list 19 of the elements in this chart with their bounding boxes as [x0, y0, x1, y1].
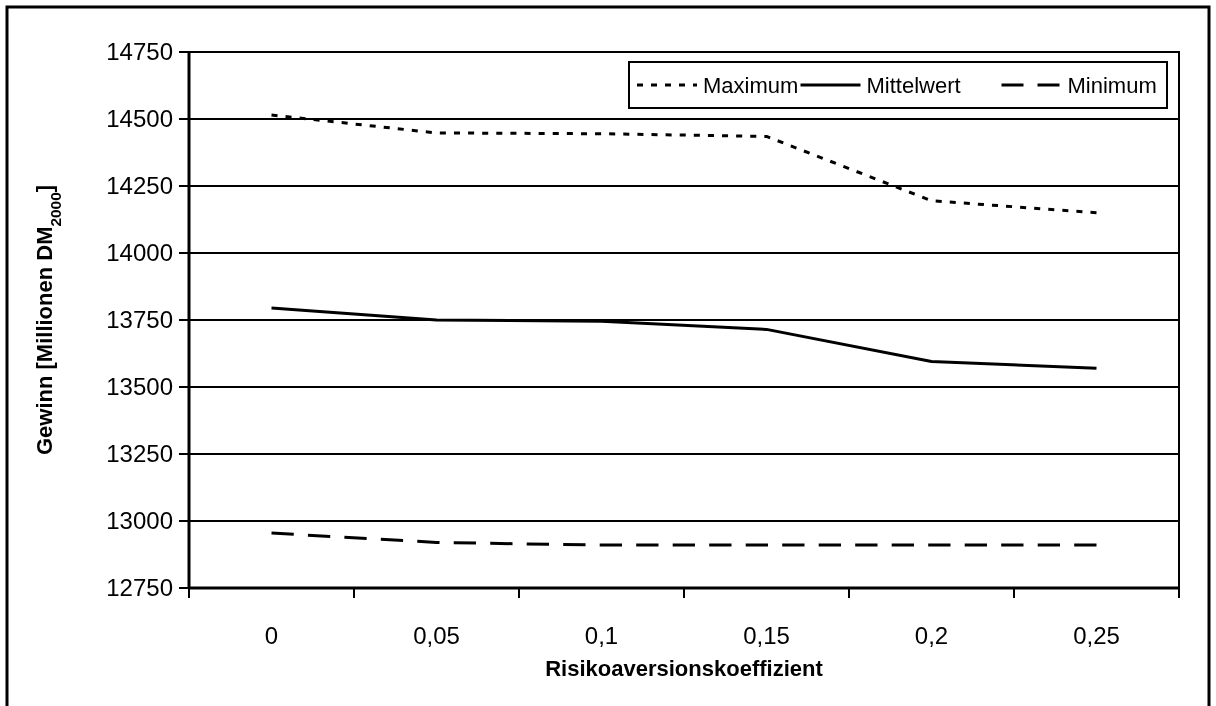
y-tick-label: 14250: [106, 172, 173, 199]
y-tick-label: 14500: [106, 105, 173, 132]
y-tick-label: 13000: [106, 507, 173, 534]
x-tick-label: 0,15: [743, 622, 790, 649]
y-tick-label: 14750: [106, 38, 173, 65]
x-tick-label: 0,05: [413, 622, 460, 649]
y-tick-label: 12750: [106, 574, 173, 601]
y-tick-label: 13500: [106, 373, 173, 400]
x-tick-label: 0: [264, 622, 279, 649]
y-tick-label: 13250: [106, 440, 173, 467]
legend-label: Maximum: [703, 73, 799, 98]
y-tick-label: 13750: [106, 306, 173, 333]
x-tick-label: 0,1: [584, 622, 619, 649]
legend-label: Mittelwert: [866, 73, 961, 98]
x-tick-label: 0,2: [914, 622, 949, 649]
x-tick-label: 0,25: [1073, 622, 1120, 649]
y-tick-label: 14000: [106, 239, 173, 266]
x-axis-title: Risikoaversionskoeffizient: [545, 656, 824, 681]
legend-label: Minimum: [1067, 73, 1157, 98]
